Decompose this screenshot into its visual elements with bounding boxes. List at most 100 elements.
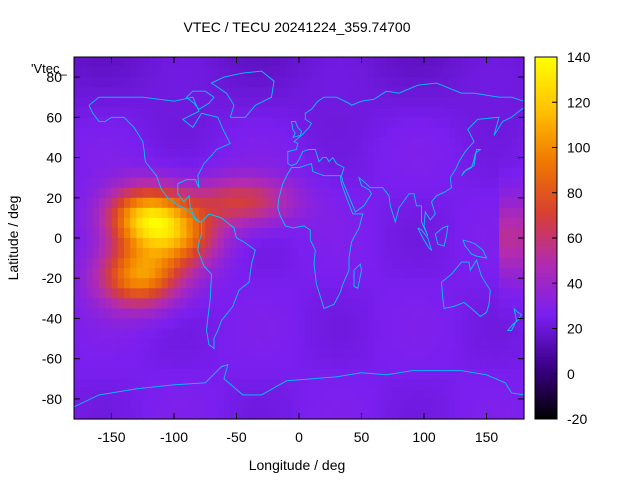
heatmap-cell	[399, 227, 406, 239]
heatmap-cell	[111, 328, 119, 340]
heatmap-cell	[217, 288, 225, 299]
heatmap-cell	[192, 77, 200, 88]
heatmap-cell	[155, 187, 163, 199]
heatmap-cell	[480, 328, 488, 340]
heatmap-cell	[386, 388, 394, 400]
heatmap-cell	[486, 177, 494, 189]
heatmap-cell	[342, 318, 350, 330]
heatmap-cell	[442, 57, 450, 68]
heatmap-cell	[155, 358, 163, 370]
heatmap-cell	[417, 197, 425, 209]
heatmap-cell	[486, 187, 494, 199]
heatmap-cell	[449, 258, 456, 269]
heatmap-cell	[124, 147, 131, 159]
heatmap-cell	[205, 67, 213, 78]
heatmap-cell	[442, 207, 450, 219]
heatmap-cell	[99, 398, 106, 410]
heatmap-cell	[217, 77, 225, 88]
heatmap-cell	[336, 368, 344, 380]
heatmap-cell	[136, 308, 144, 320]
heatmap-cell	[92, 207, 100, 219]
heatmap-cell	[336, 117, 344, 128]
heatmap-cell	[355, 87, 363, 98]
heatmap-cell	[342, 238, 350, 249]
heatmap-cell	[474, 238, 481, 249]
heatmap-cell	[374, 258, 381, 269]
heatmap-cell	[261, 248, 269, 259]
heatmap-cell	[355, 167, 363, 179]
heatmap-cell	[230, 87, 238, 98]
heatmap-cell	[374, 137, 381, 149]
heatmap-cell	[136, 368, 144, 380]
heatmap-cell	[386, 77, 394, 88]
y-tick-label: 40	[46, 150, 62, 166]
heatmap-cell	[436, 197, 444, 209]
heatmap-cell	[255, 258, 263, 269]
heatmap-cell	[92, 378, 100, 390]
heatmap-cell	[467, 338, 475, 350]
heatmap-cell	[205, 358, 213, 370]
heatmap-cell	[292, 77, 300, 88]
heatmap-cell	[424, 127, 431, 139]
heatmap-cell	[349, 318, 356, 330]
heatmap-cell	[349, 127, 356, 139]
heatmap-cell	[461, 318, 469, 330]
heatmap-cell	[124, 187, 131, 199]
heatmap-cell	[511, 338, 519, 350]
heatmap-cell	[255, 187, 263, 199]
heatmap-cell	[405, 348, 413, 360]
heatmap-cell	[330, 368, 338, 380]
heatmap-cell	[99, 57, 106, 68]
heatmap-cell	[230, 177, 238, 189]
heatmap-cell	[380, 338, 388, 350]
heatmap-cell	[411, 217, 419, 229]
heatmap-cell	[311, 67, 319, 78]
x-tick-label: 0	[295, 429, 303, 445]
heatmap-cell	[486, 87, 494, 98]
heatmap-cell	[449, 368, 456, 380]
heatmap-cell	[117, 368, 125, 380]
heatmap-cell	[392, 97, 400, 108]
heatmap-cell	[192, 298, 200, 309]
heatmap-cell	[255, 398, 263, 410]
heatmap-cell	[380, 368, 388, 380]
heatmap-cell	[180, 57, 188, 68]
heatmap-cell	[511, 258, 519, 269]
heatmap-cell	[186, 338, 194, 350]
heatmap-cell	[267, 288, 275, 299]
heatmap-cell	[249, 87, 256, 98]
heatmap-cell	[374, 127, 381, 139]
heatmap-cell	[230, 147, 238, 159]
heatmap-cell	[355, 258, 363, 269]
heatmap-cell	[324, 197, 331, 209]
heatmap-cell	[486, 268, 494, 279]
heatmap-cell	[205, 238, 213, 249]
heatmap-cell	[499, 268, 506, 279]
heatmap-cell	[274, 378, 281, 390]
heatmap-cell	[474, 368, 481, 380]
heatmap-cell	[405, 338, 413, 350]
heatmap-cell	[436, 378, 444, 390]
heatmap-cell	[211, 207, 219, 219]
heatmap-cell	[230, 248, 238, 259]
heatmap-cell	[411, 137, 419, 149]
heatmap-cell	[111, 368, 119, 380]
heatmap-cell	[417, 348, 425, 360]
heatmap-cell	[249, 207, 256, 219]
heatmap-cell	[492, 207, 500, 219]
heatmap-cell	[324, 207, 331, 219]
heatmap-cell	[249, 278, 256, 289]
heatmap-cell	[324, 127, 331, 139]
heatmap-cell	[411, 358, 419, 370]
heatmap-cell	[449, 147, 456, 159]
heatmap-cell	[186, 258, 194, 269]
heatmap-cell	[180, 77, 188, 88]
heatmap-cell	[261, 338, 269, 350]
heatmap-cell	[236, 197, 244, 209]
heatmap-cell	[249, 318, 256, 330]
heatmap-cell	[261, 368, 269, 380]
heatmap-cell	[442, 167, 450, 179]
heatmap-cell	[167, 318, 175, 330]
heatmap-cell	[155, 157, 163, 169]
heatmap-cell	[92, 298, 100, 309]
